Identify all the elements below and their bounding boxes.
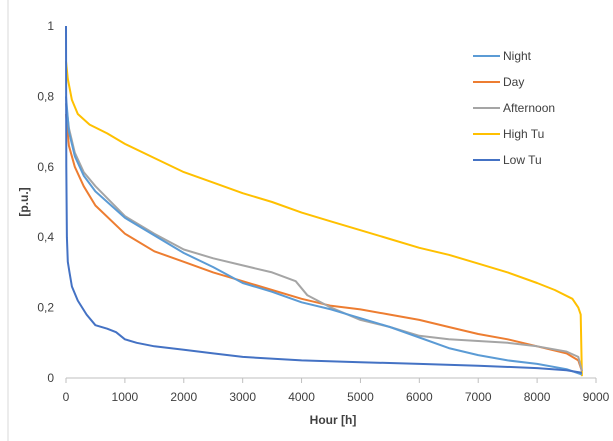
x-tick-label: 7000 [465, 390, 492, 404]
y-tick-label: 1 [47, 19, 54, 33]
legend-label-day: Day [503, 75, 524, 89]
x-tick-label: 2000 [170, 390, 197, 404]
x-tick-label: 4000 [288, 390, 315, 404]
y-axis-title: [p.u.] [17, 187, 31, 216]
legend-label-low-tu: Low Tu [503, 153, 542, 167]
y-tick-label: 0,6 [37, 160, 54, 174]
series-line-afternoon [65, 103, 583, 372]
x-tick-label: 8000 [524, 390, 551, 404]
y-tick-label: 0,4 [37, 230, 54, 244]
y-tick-label: 0,2 [37, 301, 54, 315]
x-tick-label: 3000 [229, 390, 256, 404]
series-line-low-tu [65, 25, 583, 374]
series-line-night [65, 96, 583, 376]
legend-label-night: Night [503, 49, 532, 63]
x-tick-label: 6000 [406, 390, 433, 404]
legend-label-afternoon: Afternoon [503, 101, 555, 115]
x-tick-label: 5000 [347, 390, 374, 404]
x-tick-label: 9000 [583, 390, 610, 404]
x-tick-label: 0 [63, 390, 70, 404]
x-tick-label: 1000 [112, 390, 139, 404]
series-line-day [65, 113, 583, 372]
legend-label-high-tu: High Tu [503, 127, 544, 141]
y-tick-label: 0,8 [37, 89, 54, 103]
y-tick-label: 0 [47, 371, 54, 385]
x-axis-title: Hour [h] [310, 413, 357, 427]
series-line-high-tu [65, 61, 583, 377]
